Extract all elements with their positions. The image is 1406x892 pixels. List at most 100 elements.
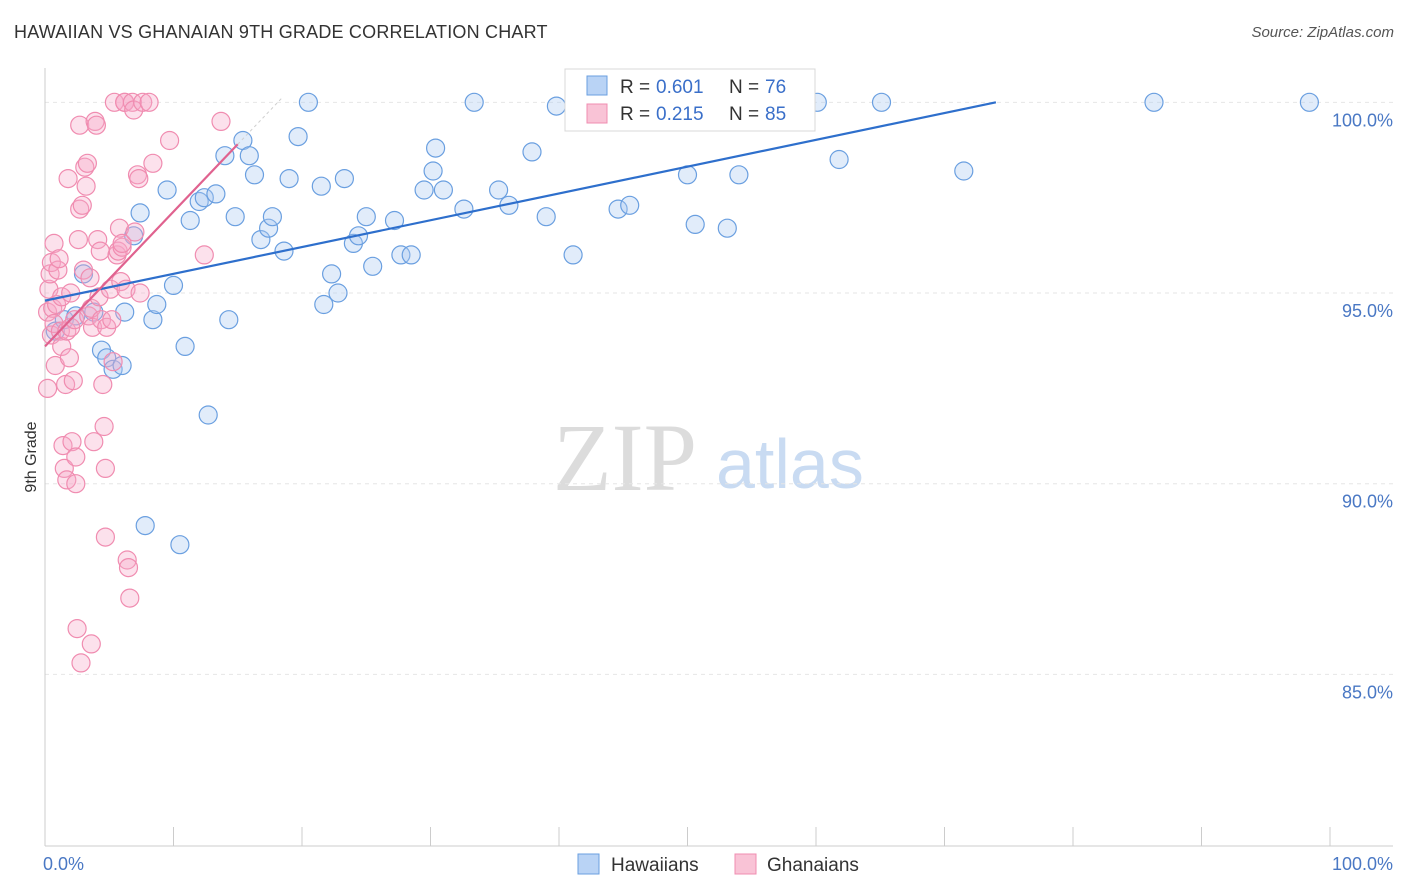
data-point-ghanaians bbox=[37, 378, 58, 398]
data-point-ghanaians bbox=[62, 432, 82, 452]
trendline-ghanaians bbox=[44, 143, 239, 348]
data-point-ghanaians bbox=[133, 92, 153, 112]
data-point-hawaiians bbox=[170, 535, 190, 555]
data-point-ghanaians bbox=[49, 249, 69, 269]
y-tick-label-95: 95.0% bbox=[1342, 301, 1393, 321]
data-point-hawaiians bbox=[54, 310, 74, 330]
data-point-ghanaians bbox=[109, 218, 130, 238]
data-point-ghanaians bbox=[66, 447, 86, 467]
y-tick-label-85: 85.0% bbox=[1342, 682, 1393, 702]
data-point-hawaiians bbox=[608, 199, 628, 219]
data-point-hawaiians bbox=[729, 165, 749, 185]
legend-n-value-ghanaians: 85 bbox=[765, 104, 786, 125]
data-point-ghanaians bbox=[52, 336, 72, 356]
data-point-hawaiians bbox=[489, 180, 509, 200]
data-point-hawaiians bbox=[322, 264, 342, 284]
data-point-ghanaians bbox=[81, 634, 101, 654]
axes bbox=[44, 68, 1393, 847]
data-point-hawaiians bbox=[259, 218, 279, 238]
data-point-hawaiians bbox=[215, 146, 235, 166]
x-tick-label-0: 0.0% bbox=[43, 854, 84, 874]
data-point-hawaiians bbox=[334, 169, 354, 189]
data-point-hawaiians bbox=[143, 310, 163, 330]
data-point-hawaiians bbox=[384, 210, 405, 231]
bottom-legend-swatch-hawaiians bbox=[577, 853, 600, 875]
data-point-ghanaians bbox=[211, 111, 231, 132]
data-point-hawaiians bbox=[954, 161, 974, 181]
bottom-legend-label-hawaiians: Hawaiians bbox=[611, 855, 699, 876]
data-point-hawaiians bbox=[433, 180, 453, 200]
data-point-ghanaians bbox=[66, 474, 86, 494]
data-point-hawaiians bbox=[147, 294, 167, 315]
data-point-hawaiians bbox=[189, 191, 209, 212]
data-point-hawaiians bbox=[414, 180, 434, 200]
y-axis-label: 9th Grade bbox=[23, 421, 40, 492]
y-tick-label-100: 100.0% bbox=[1332, 110, 1393, 130]
x-tick-label-100: 100.0% bbox=[1332, 854, 1393, 874]
data-point-ghanaians bbox=[130, 283, 150, 303]
legend-r-label-hawaiians: R = bbox=[620, 77, 650, 98]
data-point-hawaiians bbox=[251, 230, 271, 250]
data-point-ghanaians bbox=[58, 169, 78, 189]
data-point-ghanaians bbox=[84, 432, 104, 452]
stats-legend: R = 0.601 N = 76 R = 0.215 N = 85 bbox=[564, 68, 816, 132]
data-point-hawaiians bbox=[717, 218, 737, 238]
data-point-ghanaians bbox=[118, 557, 139, 578]
data-point-hawaiians bbox=[311, 176, 331, 196]
data-point-hawaiians bbox=[1299, 92, 1320, 112]
data-point-hawaiians bbox=[279, 169, 299, 189]
legend-swatch-hawaiians bbox=[586, 75, 608, 96]
data-point-ghanaians bbox=[120, 588, 140, 608]
chart-source: Source: ZipAtlas.com bbox=[1251, 24, 1394, 41]
x-axis-ticks bbox=[44, 827, 1331, 846]
data-point-hawaiians bbox=[244, 165, 265, 185]
data-point-hawaiians bbox=[522, 142, 542, 162]
data-point-hawaiians bbox=[157, 180, 177, 200]
data-point-ghanaians bbox=[160, 130, 180, 151]
data-point-ghanaians bbox=[79, 306, 99, 326]
trendline-hawaiians bbox=[44, 101, 997, 302]
data-point-hawaiians bbox=[175, 336, 195, 356]
data-point-hawaiians bbox=[426, 138, 446, 158]
series-legend: Hawaiians Ghanaians bbox=[577, 853, 859, 876]
data-point-hawaiians bbox=[194, 188, 214, 208]
bottom-legend-swatch-ghanaians bbox=[734, 853, 757, 875]
data-point-ghanaians bbox=[143, 153, 163, 173]
data-point-hawaiians bbox=[356, 207, 376, 227]
bottom-legend-label-ghanaians: Ghanaians bbox=[767, 855, 859, 876]
data-point-hawaiians bbox=[135, 515, 155, 536]
data-point-hawaiians bbox=[328, 283, 348, 303]
data-point-hawaiians bbox=[180, 210, 200, 231]
legend-n-label-hawaiians: N = bbox=[729, 77, 759, 98]
data-point-ghanaians bbox=[112, 233, 132, 253]
data-point-ghanaians bbox=[70, 115, 90, 135]
data-point-hawaiians bbox=[620, 195, 640, 215]
data-point-ghanaians bbox=[64, 310, 85, 330]
y-tick-labels: 100.0% 95.0% 90.0% 85.0% bbox=[1332, 110, 1393, 702]
trendline-extension-ghanaians bbox=[237, 96, 284, 145]
data-point-ghanaians bbox=[102, 310, 122, 330]
data-point-ghanaians bbox=[59, 348, 80, 368]
data-point-ghanaians bbox=[73, 260, 94, 280]
data-point-ghanaians bbox=[72, 195, 92, 215]
data-point-ghanaians bbox=[94, 416, 114, 437]
data-point-hawaiians bbox=[464, 92, 484, 112]
legend-swatch-ghanaians bbox=[586, 103, 608, 124]
data-point-hawaiians bbox=[391, 245, 411, 265]
data-point-ghanaians bbox=[68, 230, 89, 250]
data-point-ghanaians bbox=[54, 458, 74, 478]
data-point-ghanaians bbox=[117, 550, 137, 570]
data-point-hawaiians bbox=[1144, 92, 1164, 112]
data-point-ghanaians bbox=[103, 352, 123, 372]
data-point-hawaiians bbox=[163, 275, 184, 295]
data-point-ghanaians bbox=[63, 371, 83, 391]
data-point-hawaiians bbox=[546, 96, 567, 116]
legend-r-value-hawaiians: 0.601 bbox=[656, 77, 704, 98]
data-point-hawaiians bbox=[206, 184, 226, 204]
data-point-ghanaians bbox=[194, 245, 214, 265]
data-point-ghanaians bbox=[80, 268, 100, 288]
data-point-hawaiians bbox=[298, 92, 318, 112]
data-point-ghanaians bbox=[71, 653, 91, 673]
data-point-ghanaians bbox=[76, 176, 96, 196]
